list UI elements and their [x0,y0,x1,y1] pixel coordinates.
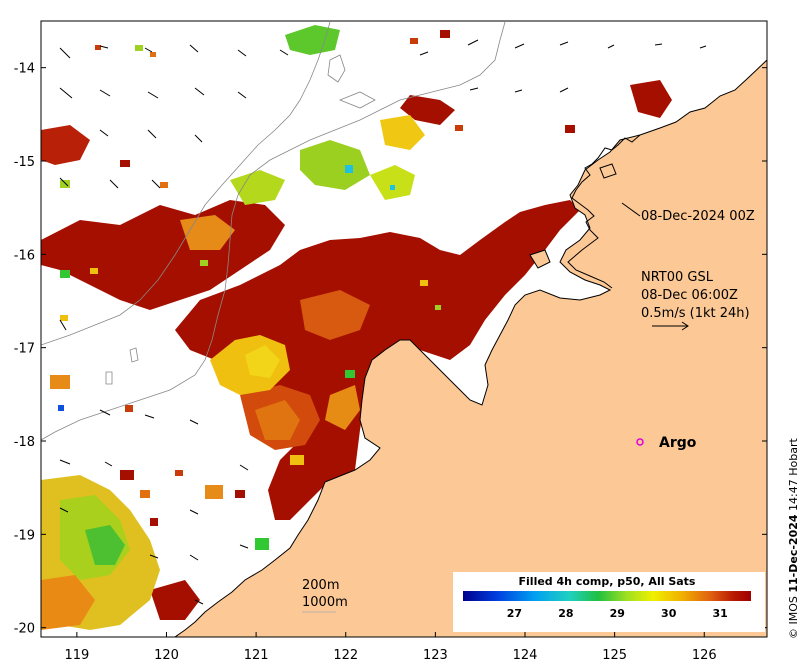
sst-patch-sw-green [85,525,125,565]
x-tick-label: 124 [513,648,538,663]
sst-patch-hot-nw [41,125,90,165]
colorbar-tick-label: 29 [610,607,625,620]
contour-200m-label: 200m [302,578,339,593]
vector-scale-label: 0.5m/s (1kt 24h) [641,306,750,321]
sst-patch-green-c [230,170,285,205]
sst-patch-hot-ne [630,80,672,118]
sst-patch-cyan-b [390,185,395,190]
argo-marker-icon[interactable] [636,438,644,446]
sst-patch-cyan [345,165,353,173]
y-tick-label: -18 [14,435,35,450]
x-tick-label: 126 [692,648,717,663]
x-axis: 119 120 121 122 123 124 125 126 [64,632,717,663]
colorbar-tick-label: 28 [558,607,573,620]
sst-patch-sw-orange [41,575,95,630]
x-tick-label: 122 [333,648,358,663]
scale-arrow-icon [652,321,689,331]
argo-label: Argo [659,435,697,451]
colorbar-ticks: 27 28 29 30 31 [507,607,728,620]
land-mass [174,59,767,637]
colorbar-tick-label: 30 [661,607,677,620]
colorbar-tick-label: 27 [507,607,522,620]
colorbar-title: Filled 4h comp, p50, All Sats [519,575,696,588]
plot-frame [40,20,768,638]
sst-patch-green-b [300,140,370,190]
x-tick-label: 120 [154,648,179,663]
y-axis: -14 -15 -16 -17 -18 -19 -20 [14,62,767,637]
contour-1000m-label: 1000m [302,595,348,610]
x-tick-label: 123 [423,648,448,663]
colorbar-tick-label: 31 [712,607,727,620]
sst-patch-orange-c [300,290,370,340]
bathymetry-contours [41,21,506,441]
sst-patch-yellow-b [245,345,280,378]
shoal-b [129,347,139,363]
current-vectors [59,39,707,605]
y-tick-label: -16 [14,248,35,263]
sst-patch-lime-d [370,165,415,200]
x-tick-label: 119 [64,648,89,663]
sst-scatter [50,30,575,550]
shoal-c [105,371,113,385]
sst-patch-orange-b [255,400,300,440]
timestamp-label: 08-Dec-2024 00Z [641,209,755,224]
shoal-a [327,54,346,83]
x-tick-label: 121 [244,648,269,663]
x-tick-label: 125 [602,648,627,663]
coastline-detail [567,134,641,289]
sst-patch-hot-sw [150,580,200,620]
product-time-label: 08-Dec 06:00Z [641,288,738,303]
colorbar-background [453,572,765,632]
sst-patch-yellow-north [380,115,425,150]
y-tick-label: -20 [14,622,35,637]
y-tick-label: -17 [14,342,35,357]
island-a [529,249,551,269]
timestamp-pointer [621,202,641,217]
island-b [599,163,617,179]
sst-patch-hot-north [400,95,455,125]
product-label: NRT00 GSL [641,270,714,285]
contour-200m [41,21,506,441]
shoal-d [338,91,376,109]
y-tick-label: -14 [14,62,35,77]
y-tick-label: -19 [14,528,35,543]
sst-patch-orange-e [325,385,360,430]
contour-1000m [41,21,331,346]
credit-label: © IMOS 11-Dec-2024 14:47 Hobart [787,438,800,639]
y-tick-label: -15 [14,155,35,170]
sst-patch-green-a [285,25,340,55]
sst-patch-blue [58,405,64,411]
colorbar [463,591,751,601]
